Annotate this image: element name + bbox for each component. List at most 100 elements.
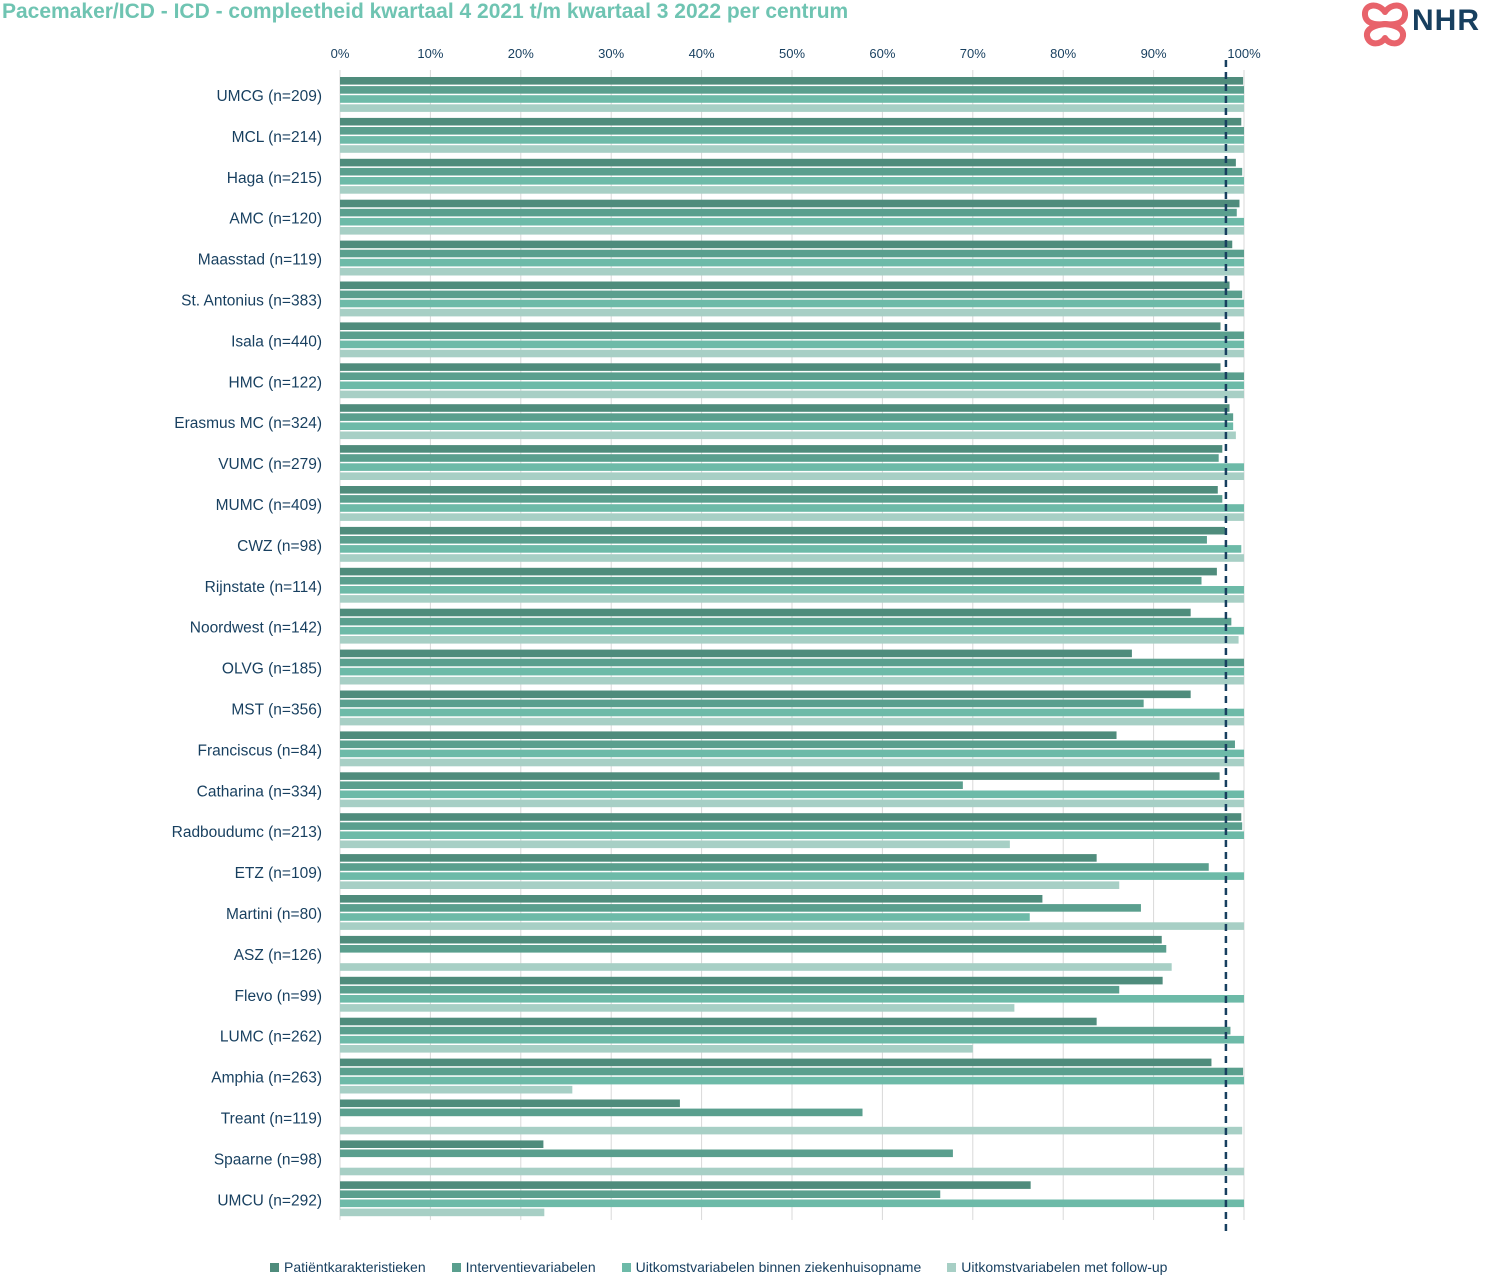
bar bbox=[340, 1099, 680, 1108]
bar bbox=[340, 240, 1233, 249]
legend-item: Patiëntkarakteristieken bbox=[270, 1259, 426, 1275]
x-tick-label: 40% bbox=[689, 46, 715, 61]
bar bbox=[340, 145, 1244, 153]
category-label: Radboudumc (n=213) bbox=[172, 824, 322, 841]
bar bbox=[340, 576, 1202, 585]
bar bbox=[340, 676, 1244, 685]
legend-item: Uitkomstvariabelen binnen ziekenhuisopna… bbox=[621, 1259, 921, 1275]
category-label: CWZ (n=98) bbox=[237, 538, 322, 555]
bar bbox=[340, 117, 1242, 126]
bar bbox=[340, 895, 1043, 903]
bar bbox=[340, 904, 1141, 912]
bar bbox=[340, 1190, 941, 1198]
bar bbox=[340, 1208, 545, 1217]
bar bbox=[340, 227, 1244, 235]
bar bbox=[340, 308, 1244, 317]
bar bbox=[340, 381, 1244, 390]
legend-swatch bbox=[270, 1262, 279, 1272]
x-tick-label: 50% bbox=[779, 46, 805, 61]
legend: Patiëntkarakteristieken Interventievariab… bbox=[270, 1259, 1167, 1275]
bar bbox=[340, 554, 1244, 562]
bar bbox=[340, 486, 1218, 494]
bar bbox=[340, 1085, 573, 1094]
x-tick-label: 70% bbox=[960, 46, 986, 61]
bar bbox=[340, 922, 1244, 930]
category-label: MST (n=356) bbox=[231, 702, 322, 719]
bar bbox=[340, 104, 1244, 112]
category-label: VUMC (n=279) bbox=[218, 456, 322, 473]
bar bbox=[340, 1149, 953, 1158]
bar bbox=[340, 217, 1244, 226]
bar bbox=[340, 208, 1237, 217]
bar bbox=[340, 690, 1191, 699]
category-label: ASZ (n=126) bbox=[234, 947, 322, 964]
legend-label: Uitkomstvariabelen met follow-up bbox=[961, 1259, 1168, 1275]
legend-label: Patiëntkarakteristieken bbox=[284, 1259, 426, 1275]
category-label: UMCG (n=209) bbox=[216, 88, 322, 105]
bar bbox=[340, 1126, 1243, 1135]
category-label: Franciscus (n=84) bbox=[198, 742, 322, 759]
legend-item: Interventievariabelen bbox=[451, 1259, 596, 1275]
bar bbox=[340, 781, 963, 789]
nhr-logo: NHR bbox=[1360, 0, 1485, 48]
category-label: UMCU (n=292) bbox=[217, 1192, 322, 1209]
bar bbox=[340, 608, 1191, 617]
bar bbox=[340, 331, 1244, 340]
bar bbox=[340, 1108, 863, 1117]
nhr-heart-logo-icon bbox=[1362, 2, 1408, 47]
bar bbox=[340, 1058, 1212, 1067]
bar bbox=[340, 1026, 1231, 1035]
bar bbox=[340, 472, 1244, 480]
bar bbox=[340, 249, 1244, 258]
bar bbox=[340, 199, 1240, 208]
bar bbox=[340, 136, 1244, 144]
bar bbox=[340, 945, 1167, 953]
bar bbox=[340, 158, 1236, 167]
bar bbox=[340, 422, 1234, 430]
bar bbox=[340, 963, 1172, 971]
bar bbox=[340, 854, 1097, 862]
bar bbox=[340, 567, 1217, 576]
bar bbox=[340, 1181, 1031, 1189]
bar bbox=[340, 258, 1244, 267]
legend-item: Uitkomstvariabelen met follow-up bbox=[947, 1259, 1167, 1275]
bar bbox=[340, 863, 1209, 871]
x-tick-label: 100% bbox=[1227, 46, 1261, 61]
bar bbox=[340, 495, 1223, 503]
bar bbox=[340, 299, 1244, 308]
x-tick-label: 80% bbox=[1050, 46, 1076, 61]
category-label: MUMC (n=409) bbox=[216, 497, 322, 514]
legend-swatch bbox=[451, 1262, 461, 1272]
bar bbox=[340, 545, 1242, 553]
bar bbox=[340, 995, 1244, 1003]
bar bbox=[340, 77, 1244, 85]
category-label: OLVG (n=185) bbox=[222, 661, 322, 678]
bar bbox=[340, 840, 1010, 849]
bar bbox=[340, 799, 1244, 808]
bar bbox=[340, 831, 1244, 839]
bar bbox=[340, 413, 1234, 421]
bar bbox=[340, 526, 1226, 535]
y-axis-categories: UMCG (n=209) MCL (n=214) Haga (n=215) AMC (… bbox=[172, 88, 322, 1209]
category-label: Haga (n=215) bbox=[227, 170, 322, 187]
x-tick-label: 90% bbox=[1141, 46, 1167, 61]
bar-chart: 0% 10% 20% 30% 40% 50% 60% 70% 80% 90% 100% UMCG (… bbox=[172, 46, 1261, 1234]
bar bbox=[340, 822, 1243, 830]
bar bbox=[340, 1067, 1244, 1076]
bar bbox=[340, 1004, 1015, 1012]
bar bbox=[340, 340, 1244, 349]
bar bbox=[340, 167, 1243, 176]
bar bbox=[340, 976, 1163, 985]
bar bbox=[340, 390, 1244, 399]
bar bbox=[340, 749, 1244, 758]
bar bbox=[340, 1167, 1244, 1176]
bar bbox=[340, 290, 1243, 299]
bar bbox=[340, 913, 1030, 921]
bar bbox=[340, 186, 1244, 194]
category-label: Treant (n=119) bbox=[221, 1111, 322, 1128]
x-tick-label: 20% bbox=[508, 46, 534, 61]
bar bbox=[340, 95, 1244, 103]
bar bbox=[340, 322, 1221, 330]
category-label: Spaarne (n=98) bbox=[214, 1151, 322, 1168]
x-tick-label: 10% bbox=[417, 46, 443, 61]
